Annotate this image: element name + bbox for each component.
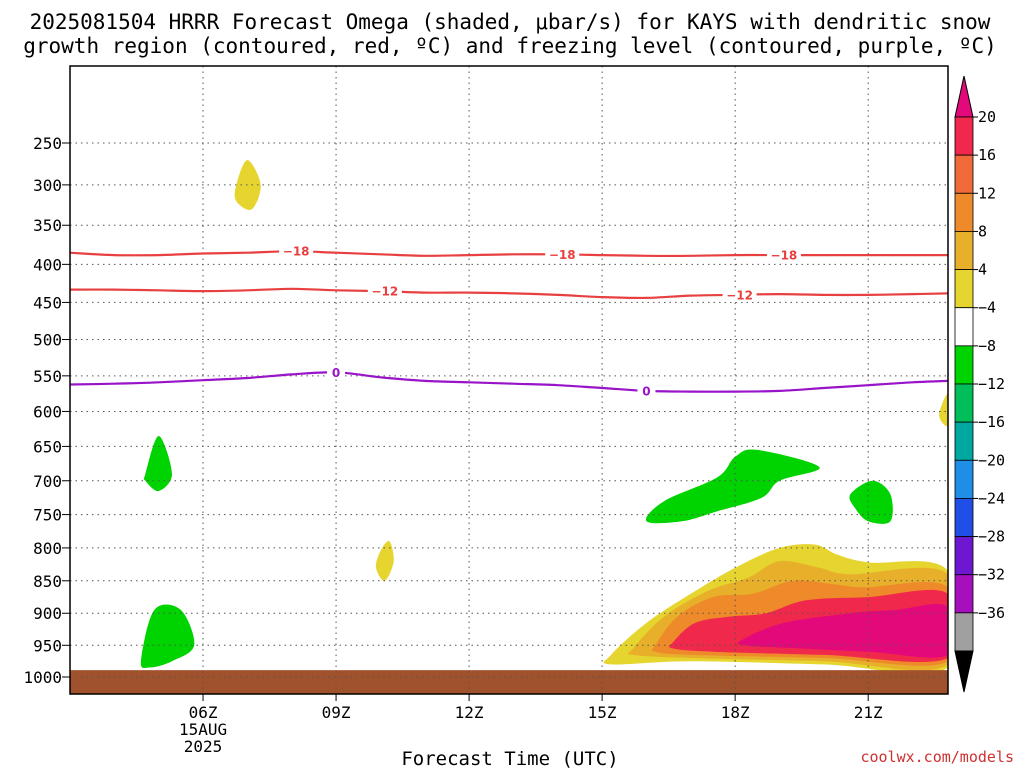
colorbar-top-arrow <box>954 75 974 118</box>
omega-shading <box>140 160 948 674</box>
contour-label-bg-2-1 <box>637 383 656 398</box>
colorbar-label-9: −20 <box>978 451 1005 469</box>
contour-line-2 <box>69 371 949 393</box>
colorbar: 20 16 12 8 4 −4 −8 −12 −16 −20 −24 −28 −32 −36 <box>954 75 1005 693</box>
omega-region-8 <box>143 436 172 492</box>
y-tick-label-250: 250 <box>33 134 62 153</box>
y-tick-label-400: 400 <box>33 255 62 274</box>
omega-region-9 <box>140 604 195 669</box>
x-tick-sublabel-0: 15AUG <box>179 720 227 739</box>
colorbar-label-10: −24 <box>978 489 1005 507</box>
contour-label-bg-1-1 <box>722 287 757 302</box>
grid-lines <box>70 66 948 694</box>
colorbar-label-8: −16 <box>978 413 1005 431</box>
colorbar-bin-2 <box>954 192 974 232</box>
colorbar-bin-12 <box>954 574 974 614</box>
contour-lines: −18 −18 −18 −12 −12 0 0 <box>69 244 949 398</box>
terrain-layer <box>70 670 948 694</box>
y-tick-label-750: 750 <box>33 506 62 525</box>
x-tick-label-06Z: 06Z <box>189 703 218 722</box>
colorbar-label-4: 4 <box>978 261 987 279</box>
contour-label-1-1: −12 <box>726 288 753 302</box>
y-axis-ticks: 250 300 350 400 450 500 550 600 650 700 750 800 850 9… <box>23 134 70 687</box>
omega-region-11 <box>849 480 893 524</box>
colorbar-label-6: −8 <box>978 337 996 355</box>
colorbar-bin-8 <box>954 421 974 461</box>
colorbar-bottom-arrow <box>954 650 974 693</box>
colorbar-bin-6 <box>954 345 974 385</box>
y-tick-label-450: 450 <box>33 293 62 312</box>
y-tick-label-900: 900 <box>33 604 62 623</box>
credit-text: coolwx.com/models <box>860 748 1014 766</box>
contour-label-bg-0-1 <box>545 247 580 262</box>
contour-label-bg-2-0 <box>327 365 346 380</box>
colorbar-bin-5 <box>954 307 974 347</box>
y-tick-label-500: 500 <box>33 331 62 350</box>
y-tick-label-550: 550 <box>33 367 62 386</box>
terrain-fill <box>70 670 948 694</box>
y-tick-label-600: 600 <box>33 402 62 421</box>
colorbar-bin-10 <box>954 498 974 537</box>
x-tick-sublabel-1: 2025 <box>184 737 223 756</box>
x-tick-label-15Z: 15Z <box>588 703 617 722</box>
plot-frame <box>69 65 949 695</box>
contour-label-2-0: 0 <box>332 366 340 380</box>
contour-line-1 <box>69 287 949 300</box>
contour-label-0-2: −18 <box>771 249 798 263</box>
colorbar-label-1: 16 <box>978 146 996 164</box>
omega-region-10 <box>645 449 820 524</box>
y-tick-label-800: 800 <box>33 539 62 558</box>
colorbar-bin-0 <box>954 116 974 156</box>
x-tick-label-09Z: 09Z <box>322 703 351 722</box>
contour-label-0-1: −18 <box>549 248 576 262</box>
contour-label-bg-1-0 <box>367 284 402 299</box>
omega-region-0 <box>234 160 261 210</box>
colorbar-bin-7 <box>954 383 974 423</box>
colorbar-label-5: −4 <box>978 299 996 317</box>
contour-label-1-0: −12 <box>371 285 398 299</box>
y-tick-label-300: 300 <box>33 176 62 195</box>
y-tick-label-350: 350 <box>33 216 62 235</box>
contour-label-bg-0-2 <box>766 248 801 263</box>
colorbar-bin-11 <box>954 536 974 576</box>
y-tick-label-850: 850 <box>33 572 62 591</box>
colorbar-bin-4 <box>954 269 974 309</box>
colorbar-label-13: −36 <box>978 604 1005 622</box>
x-tick-label-12Z: 12Z <box>455 703 484 722</box>
colorbar-label-12: −32 <box>978 566 1005 584</box>
chart-title-line-1: 2025081504 HRRR Forecast Omega (shaded, … <box>30 10 991 34</box>
colorbar-label-3: 8 <box>978 222 987 240</box>
chart-title-line-2: growth region (contoured, red, ºC) and f… <box>23 34 997 58</box>
y-tick-label-650: 650 <box>33 437 62 456</box>
y-tick-label-950: 950 <box>33 636 62 655</box>
omega-region-2 <box>939 393 948 427</box>
colorbar-bin-13 <box>954 612 974 652</box>
y-tick-label-700: 700 <box>33 472 62 491</box>
omega-region-7 <box>737 603 948 658</box>
x-tick-label-21Z: 21Z <box>854 703 883 722</box>
colorbar-label-7: −12 <box>978 375 1005 393</box>
colorbar-label-0: 20 <box>978 108 996 126</box>
colorbar-bin-9 <box>954 459 974 499</box>
contour-label-0-0: −18 <box>283 245 310 259</box>
contour-label-bg-0-0 <box>279 244 314 259</box>
contour-line-0 <box>69 250 948 258</box>
x-tick-label-18Z: 18Z <box>721 703 750 722</box>
contour-label-2-1: 0 <box>642 384 650 398</box>
omega-region-1 <box>375 541 394 581</box>
colorbar-bin-1 <box>954 154 974 194</box>
x-axis-label: Forecast Time (UTC) <box>401 748 618 768</box>
colorbar-label-2: 12 <box>978 184 996 202</box>
y-tick-label-1000: 1000 <box>23 668 62 687</box>
colorbar-label-11: −28 <box>978 528 1005 546</box>
colorbar-bin-3 <box>954 231 974 270</box>
